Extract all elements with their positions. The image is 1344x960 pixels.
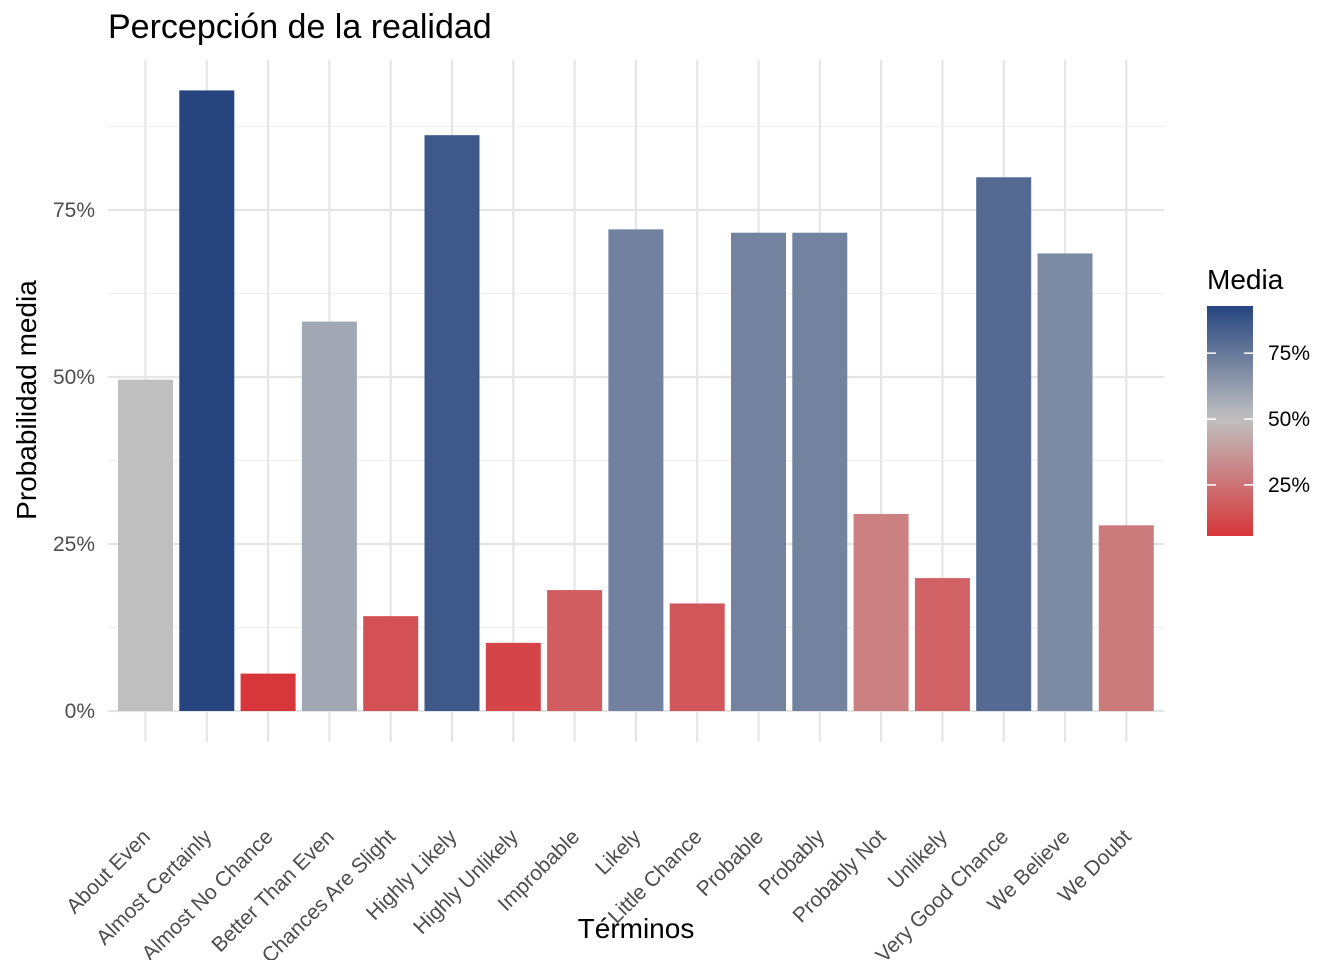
bar-highly-likely (424, 135, 480, 711)
bar-probably (792, 232, 848, 711)
x-tick-label: Highly Unlikely (409, 825, 523, 939)
legend-colorbar (1207, 306, 1253, 536)
y-axis-title: Probabilidad media (11, 280, 42, 520)
bar-chances-are-slight (363, 616, 419, 711)
bar-unlikely (914, 578, 970, 711)
y-tick-label: 75% (53, 199, 95, 222)
bar-likely (608, 229, 664, 711)
x-tick-label: Probable (692, 825, 768, 901)
bar-little-chance (669, 603, 725, 711)
bar-almost-no-chance (240, 673, 296, 711)
y-tick-label: 0% (65, 700, 95, 723)
bar-improbable (547, 590, 603, 711)
bar-probable (731, 232, 786, 711)
chart-title: Percepción de la realidad (108, 8, 492, 46)
x-tick-label: Likely (591, 825, 646, 880)
bar-highly-unlikely (485, 642, 541, 711)
y-axis: 0% 25% 50% 75% (53, 199, 95, 723)
bar-we-believe (1037, 253, 1093, 712)
legend-tick-label: 50% (1268, 408, 1310, 431)
bar-probably-not (853, 513, 909, 711)
legend-tick-label: 25% (1268, 474, 1310, 497)
bars (118, 90, 1154, 712)
y-tick-label: 50% (53, 366, 95, 389)
bar-better-than-even (301, 321, 357, 711)
legend: Media 25% 50% 75% (1207, 264, 1310, 536)
legend-title: Media (1207, 264, 1284, 295)
bar-almost-certainly (179, 90, 235, 712)
x-axis-title: Términos (578, 913, 695, 944)
bar-very-good-chance (976, 177, 1032, 711)
bar-about-even (118, 379, 173, 711)
y-tick-label: 25% (53, 533, 95, 556)
legend-tick-label: 75% (1268, 342, 1310, 365)
bar-we-doubt (1098, 525, 1154, 711)
